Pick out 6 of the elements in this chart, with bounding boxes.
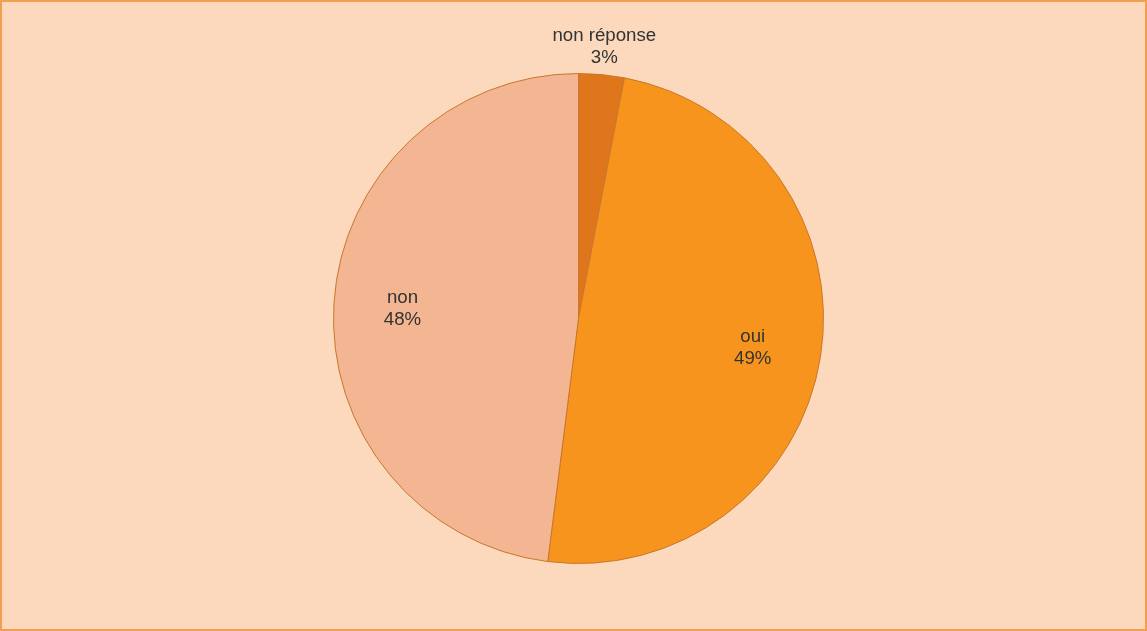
data-label: 3%	[590, 45, 618, 67]
slice-label: oui	[740, 324, 766, 346]
slice-label: non réponse	[552, 23, 657, 45]
data-label: 49%	[734, 346, 772, 368]
slice-label: non	[386, 285, 419, 307]
data-label: 48%	[383, 307, 422, 329]
